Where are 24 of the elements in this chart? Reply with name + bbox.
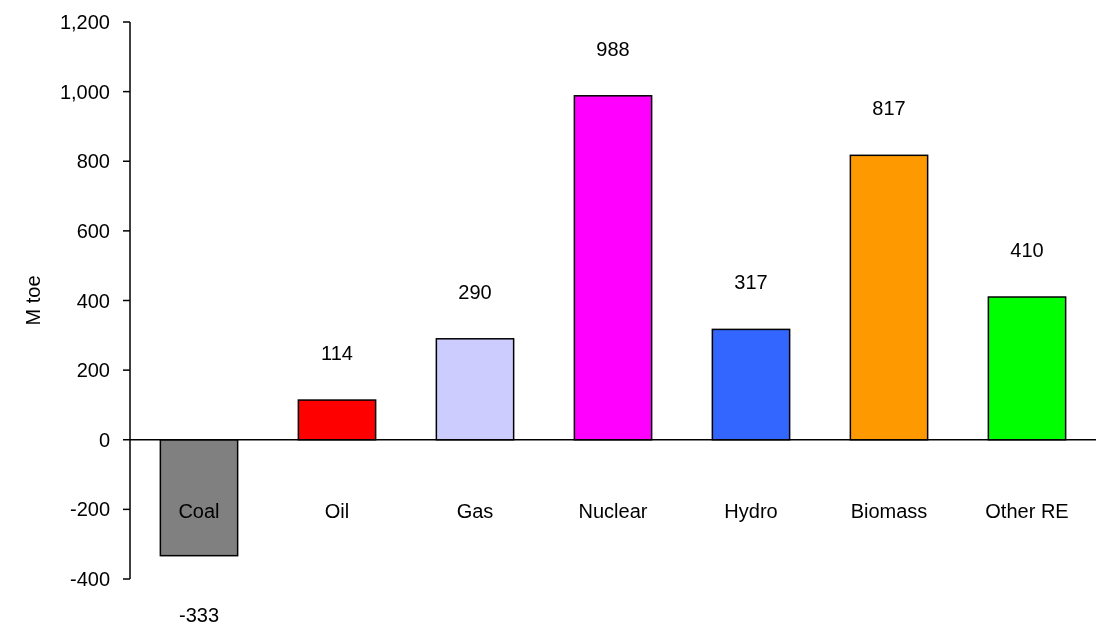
x-tick-label: Nuclear — [578, 499, 648, 522]
y-axis-title: M toe — [22, 275, 44, 326]
data-label: 114 — [321, 342, 353, 365]
data-label: 410 — [1010, 239, 1044, 262]
y-tick-label: -200 — [69, 498, 110, 521]
data-label: 988 — [596, 37, 630, 60]
x-tick-label: Coal — [178, 499, 220, 522]
x-tick-label: Other RE — [985, 499, 1069, 522]
y-tick-label: 1,000 — [59, 80, 110, 103]
y-tick-label: 800 — [76, 150, 110, 173]
data-label: 317 — [734, 271, 768, 294]
x-tick-label: Gas — [456, 499, 494, 522]
x-tick-label: Oil — [324, 499, 350, 522]
y-tick-label: -400 — [69, 568, 110, 590]
y-tick-label: 0 — [98, 428, 110, 451]
data-label: 817 — [872, 97, 906, 120]
data-label: 290 — [458, 280, 492, 303]
y-tick-label: 200 — [76, 359, 110, 382]
x-tick-label: Biomass — [850, 499, 928, 522]
x-tick-label: Hydro — [724, 499, 778, 522]
y-tick-label: 400 — [76, 289, 110, 312]
y-tick-label: 1,200 — [59, 11, 110, 33]
data-label: -333 — [178, 603, 220, 626]
y-tick-label: 600 — [76, 219, 110, 242]
